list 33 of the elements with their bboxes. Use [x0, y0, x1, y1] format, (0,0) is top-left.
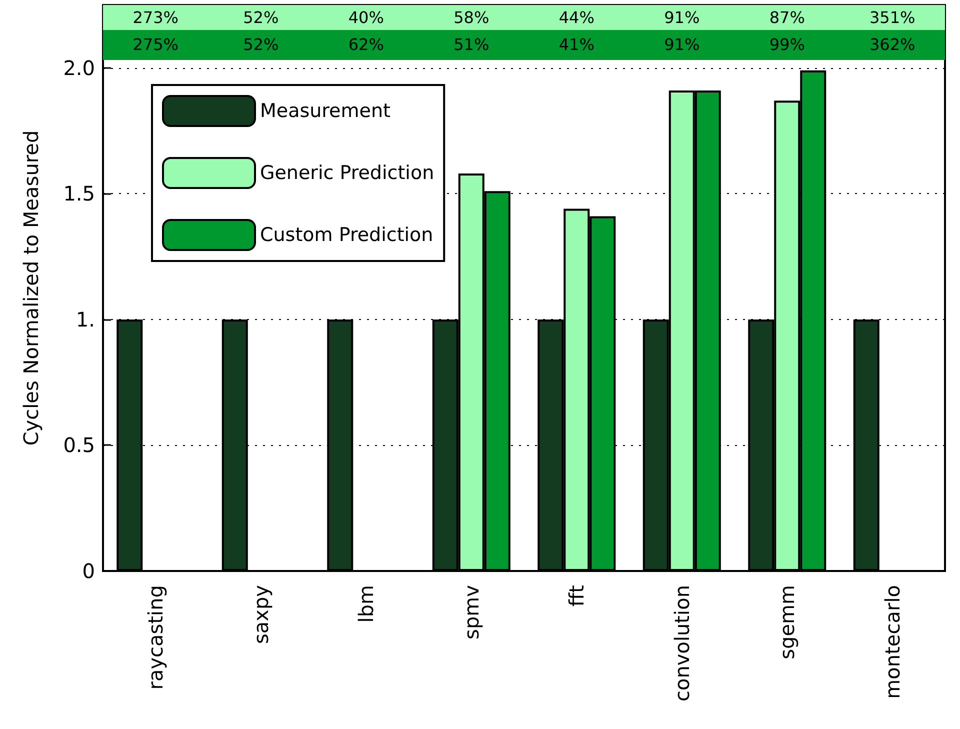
x-tick-label: saxpy: [248, 584, 273, 644]
x-tick-label: convolution: [670, 585, 694, 702]
y-tick-label: 1.: [76, 307, 95, 332]
legend-label: Generic Prediction: [260, 162, 434, 184]
y-tick-label: 0.5: [63, 433, 95, 458]
annotation: 41%: [558, 35, 594, 54]
annotation: 91%: [664, 8, 700, 26]
annotation: 44%: [558, 8, 594, 26]
x-tick-label: montecarlo: [880, 585, 904, 699]
x-tick-label: sgemm: [775, 585, 800, 660]
y-tick-label: 2.0: [63, 56, 95, 80]
x-tick-label: fft: [564, 584, 589, 607]
annotation: 62%: [348, 35, 384, 54]
annotation: 52%: [243, 8, 279, 26]
legend-label: Custom Prediction: [260, 224, 434, 246]
annotation: 58%: [454, 8, 490, 26]
x-tick-label: lbm: [354, 585, 378, 623]
annotation: 91%: [664, 35, 700, 54]
annotation: 52%: [243, 35, 279, 54]
x-tick-label: spmv: [459, 584, 484, 640]
annotation: 87%: [769, 8, 805, 26]
annotation: 362%: [870, 35, 916, 54]
annotation: 40%: [348, 8, 384, 26]
y-tick-label: 0: [82, 559, 95, 583]
y-tick-label: 1.5: [63, 182, 95, 206]
annotation: 351%: [870, 8, 916, 26]
annotation: 51%: [454, 35, 490, 54]
x-tick-label: raycasting: [144, 585, 168, 690]
y-axis-title: Cycles Normalized to Measured: [19, 130, 43, 446]
annotation: 99%: [769, 35, 805, 54]
annotation: 275%: [132, 35, 178, 54]
legend-label: Measurement: [260, 100, 390, 122]
annotation: 273%: [132, 8, 178, 26]
